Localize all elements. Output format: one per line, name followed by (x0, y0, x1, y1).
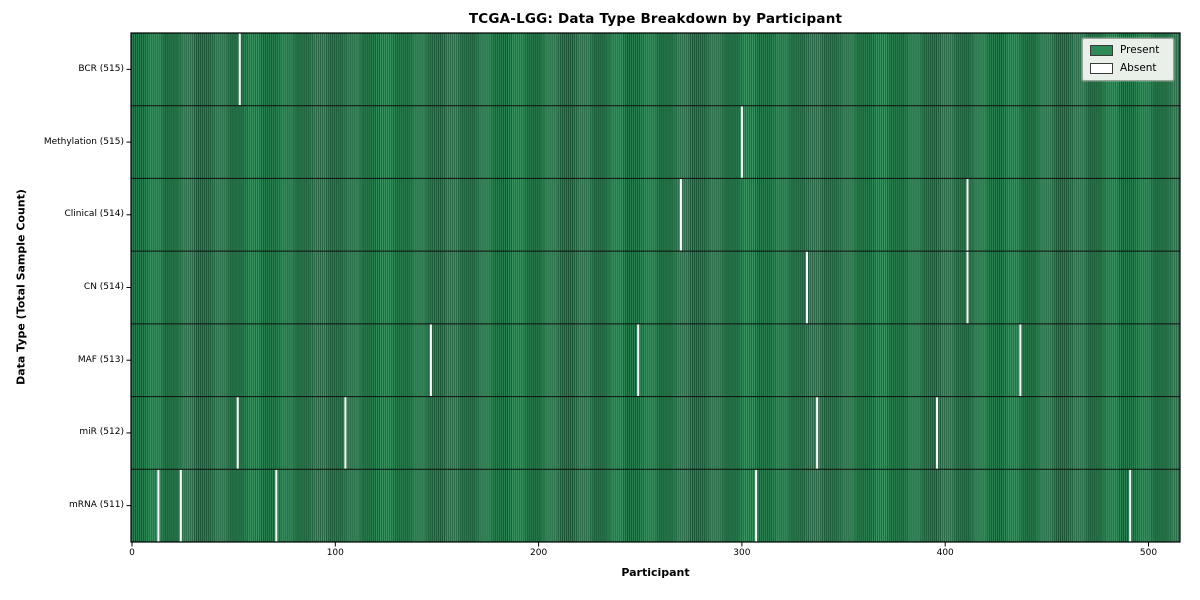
absent-mark-Methylation-300 (740, 106, 743, 178)
absent-mark-MAF-249 (637, 324, 640, 396)
absent-mark-CN-332 (805, 251, 808, 324)
absent-mark-MAF-437 (1019, 324, 1022, 396)
x-tick-label-0: 0 (129, 548, 135, 558)
absent-mark-Clinical-270 (679, 179, 682, 251)
legend: Present Absent (1082, 38, 1174, 81)
y-tick-label-BCR: BCR (515) (78, 63, 124, 74)
x-tick-label-100: 100 (326, 548, 344, 558)
absent-mark-CN-411 (966, 251, 969, 324)
x-axis-title: Participant (621, 566, 690, 579)
x-tick-label-300: 300 (733, 548, 751, 558)
x-tick-label-200: 200 (530, 548, 548, 558)
y-tick-label-miR: miR (512) (79, 427, 124, 438)
row-MAF (131, 323, 1180, 397)
absent-mark-mRNA-13 (157, 469, 160, 542)
legend-item-absent: Absent (1090, 63, 1165, 74)
row-mRNA (131, 469, 1180, 542)
present-swatch-icon (1090, 45, 1113, 56)
absent-mark-MAF-147 (429, 324, 432, 396)
legend-label-present: Present (1120, 44, 1160, 56)
absent-swatch-icon (1090, 63, 1113, 74)
absent-mark-miR-52 (236, 397, 239, 469)
absent-mark-mRNA-307 (755, 469, 758, 542)
y-tick-label-Clinical: Clinical (514) (64, 209, 124, 220)
absent-mark-mRNA-71 (275, 469, 278, 542)
x-tick-label-500: 500 (1139, 548, 1158, 558)
absent-mark-miR-105 (344, 397, 347, 469)
row-BCR (131, 33, 1180, 106)
absent-mark-mRNA-491 (1129, 469, 1132, 542)
y-tick-label-MAF: MAF (513) (77, 354, 124, 365)
absent-mark-BCR-53 (238, 33, 241, 106)
legend-item-present: Present (1090, 45, 1165, 56)
x-tick-label-400: 400 (936, 548, 954, 558)
row-miR (131, 396, 1180, 470)
row-Methylation (131, 105, 1180, 179)
absent-mark-miR-337 (816, 397, 819, 469)
y-axis-title: Data Type (Total Sample Count) (14, 189, 28, 385)
y-tick-label-Methylation: Methylation (515) (43, 136, 124, 147)
y-tick-label-mRNA: mRNA (511) (69, 500, 124, 511)
y-tick-label-CN: CN (514) (83, 282, 124, 292)
row-CN (131, 251, 1180, 324)
absent-mark-Clinical-411 (966, 179, 969, 251)
absent-mark-miR-396 (936, 397, 939, 469)
legend-label-absent: Absent (1120, 62, 1157, 74)
row-Clinical (131, 178, 1180, 252)
absent-mark-mRNA-24 (179, 469, 182, 542)
chart-title: TCGA-LGG: Data Type Breakdown by Partici… (468, 11, 843, 27)
